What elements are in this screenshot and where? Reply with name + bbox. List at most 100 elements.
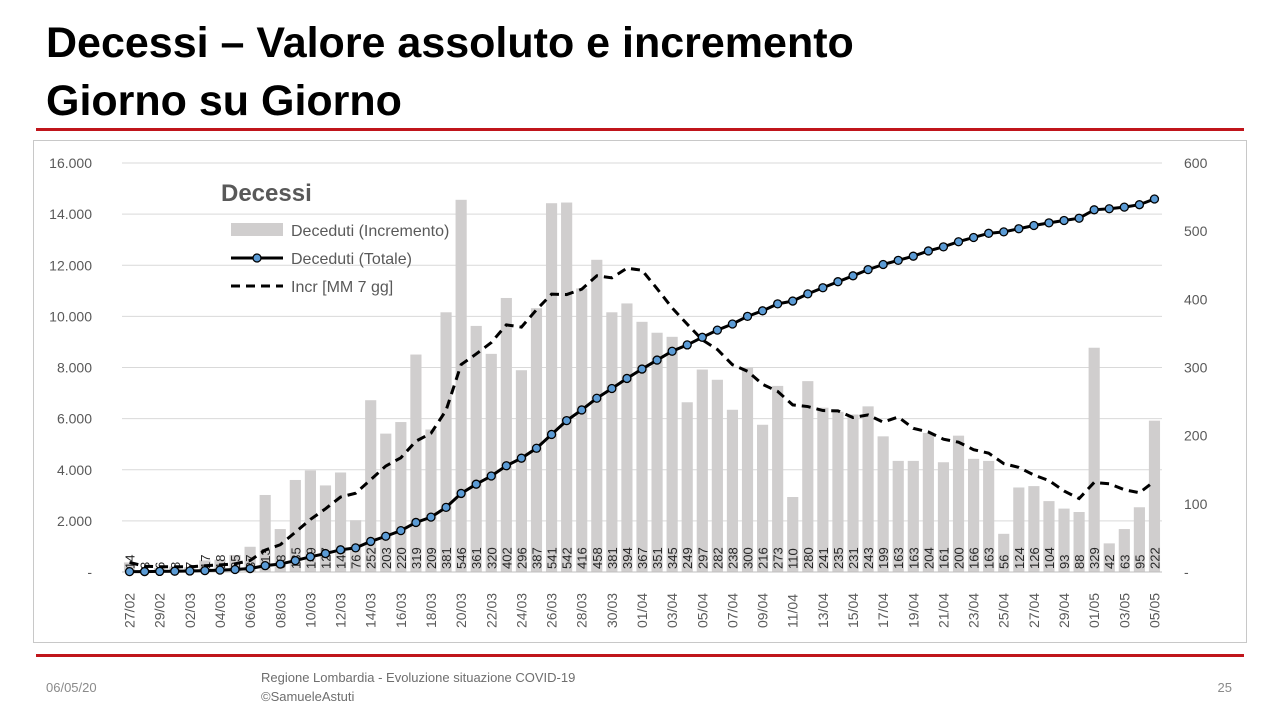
- bar-increment: [681, 402, 693, 572]
- bar-data-label: 381: [605, 547, 620, 569]
- total-point: [697, 332, 707, 342]
- bar-increment: [651, 332, 663, 572]
- bar-data-label: 200: [952, 547, 967, 569]
- footer-source: Regione Lombardia - Evoluzione situazion…: [261, 668, 575, 706]
- total-point: [818, 283, 828, 293]
- bar-increment: [545, 203, 558, 573]
- y-left-tick-label: 10.000: [49, 308, 92, 324]
- bar-data-label: 280: [801, 547, 816, 569]
- bar-increment: [1148, 420, 1161, 572]
- bar-increment: [1088, 347, 1100, 572]
- bar-increment: [485, 353, 497, 572]
- bar-increment: [636, 321, 648, 572]
- x-tick-label: 03/05: [1116, 593, 1132, 628]
- total-point: [667, 346, 677, 356]
- bar-data-label: 297: [695, 547, 710, 569]
- bar-data-label: 163: [906, 547, 921, 569]
- bar-increment: [877, 436, 889, 572]
- legend-marker-total: [252, 253, 262, 263]
- x-tick-label: 05/05: [1146, 593, 1162, 628]
- footer-source-line-2: ©SamueleAstuti: [261, 689, 355, 704]
- total-point: [1059, 215, 1069, 226]
- bar-data-label: 42: [1102, 555, 1117, 569]
- total-point: [155, 566, 165, 577]
- total-point: [1014, 224, 1024, 234]
- bar-increment: [576, 288, 588, 572]
- bar-increment: [937, 462, 950, 572]
- page-title-line-2: Giorno su Giorno: [46, 77, 402, 125]
- total-point: [803, 289, 813, 299]
- bar-increment: [561, 202, 573, 572]
- y-left-tick-label: 4.000: [57, 462, 92, 478]
- bar-data-label: 209: [424, 547, 439, 569]
- bar-data-label: 238: [725, 547, 740, 569]
- bar-increment: [832, 411, 844, 572]
- bar-increment: [711, 379, 723, 572]
- bar-increment: [1103, 543, 1115, 572]
- total-point: [501, 461, 511, 471]
- total-point: [923, 246, 934, 256]
- total-point: [577, 405, 587, 415]
- bar-increment: [952, 435, 965, 572]
- bar-increment: [334, 472, 347, 572]
- x-tick-label: 20/03: [453, 593, 469, 628]
- y-left-tick-label: 8.000: [57, 360, 92, 376]
- total-point: [607, 383, 617, 394]
- bar-increment: [787, 497, 799, 572]
- bar-data-label: 243: [861, 547, 876, 569]
- y-left-tick-label: -: [87, 564, 92, 580]
- total-point: [456, 488, 466, 499]
- x-tick-label: 29/04: [1056, 593, 1072, 628]
- y-right-tick-label: 400: [1184, 291, 1208, 307]
- x-tick-label: 08/03: [272, 593, 288, 628]
- bar-data-label: 220: [394, 547, 409, 569]
- total-point: [984, 228, 994, 238]
- page-title-line-1: Decessi – Valore assoluto e incremento: [46, 19, 854, 67]
- bar-data-label: 203: [379, 547, 394, 569]
- bar-increment: [892, 460, 904, 572]
- x-tick-label: 01/04: [634, 593, 650, 628]
- page-title: Decessi – Valore assoluto e incremento G…: [46, 14, 1226, 130]
- total-point: [124, 566, 135, 577]
- bar-increment: [1133, 507, 1145, 572]
- bar-increment: [772, 385, 784, 572]
- bar-data-label: 161: [936, 547, 951, 569]
- x-tick-label: 04/03: [212, 593, 228, 628]
- x-tick-label: 19/04: [905, 593, 921, 628]
- total-point: [999, 227, 1009, 237]
- total-point: [230, 564, 240, 575]
- bar-data-label: 95: [1132, 555, 1147, 569]
- bar-data-label: 222: [1147, 547, 1162, 569]
- bar-increment: [922, 432, 934, 572]
- x-tick-label: 12/03: [333, 593, 349, 628]
- legend-swatch-increment: [231, 223, 283, 236]
- total-point: [682, 340, 692, 350]
- total-point: [727, 319, 738, 329]
- total-point: [1134, 200, 1145, 210]
- bar-increment: [847, 414, 859, 572]
- bar-data-label: 361: [469, 547, 484, 569]
- bar-data-label: 235: [831, 547, 846, 569]
- total-point: [290, 555, 300, 566]
- bar-data-label: 204: [921, 547, 936, 569]
- x-tick-label: 15/04: [845, 593, 861, 628]
- total-point: [712, 325, 723, 335]
- bar-increment: [606, 312, 618, 572]
- bar-increment: [741, 367, 754, 572]
- total-point: [863, 264, 873, 275]
- x-tick-label: 05/04: [694, 593, 710, 628]
- x-tick-label: 18/03: [423, 593, 439, 628]
- bar-increment: [500, 297, 512, 572]
- y-right-tick-label: -: [1184, 564, 1189, 580]
- bar-data-label: 63: [1117, 555, 1132, 569]
- total-point: [411, 517, 421, 528]
- deaths-chart: - 2.000 4.000 6.000 8.000 10.000 12.000 14.000 1…: [49, 155, 1208, 628]
- bar-data-label: 319: [409, 547, 424, 569]
- bar-increment: [395, 422, 407, 572]
- x-tick-label: 07/04: [724, 593, 740, 628]
- bar-increment: [817, 407, 829, 572]
- total-point: [968, 232, 979, 243]
- total-point: [350, 543, 361, 553]
- y-left-tick-label: 2.000: [57, 513, 92, 529]
- total-point: [833, 277, 843, 287]
